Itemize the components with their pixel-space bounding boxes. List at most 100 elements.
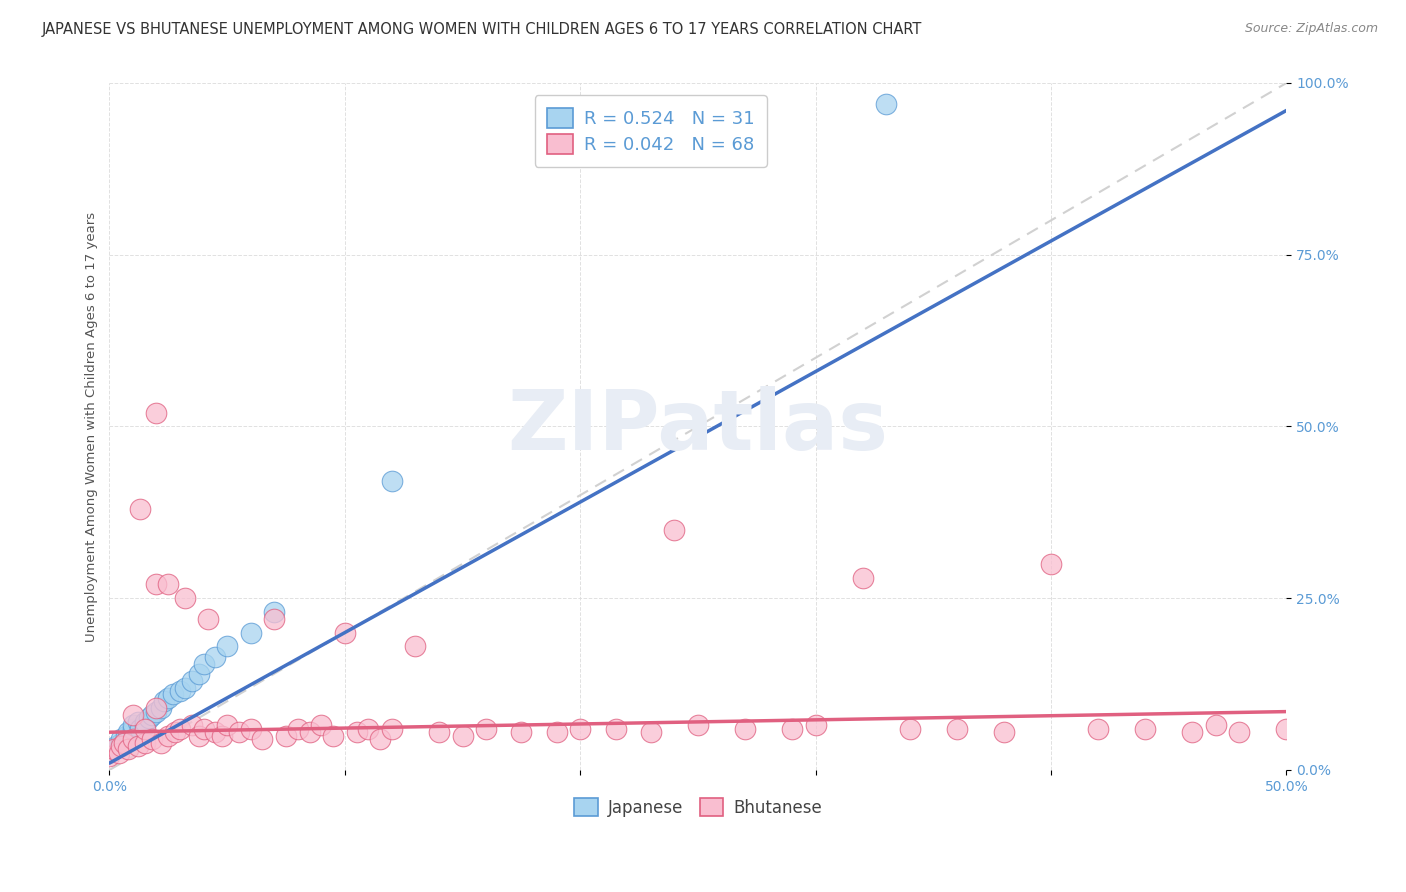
Point	[346, 725, 368, 739]
Point	[875, 96, 897, 111]
Point	[852, 571, 875, 585]
Point	[204, 649, 226, 664]
Point	[451, 729, 474, 743]
Point	[157, 690, 180, 705]
Point	[187, 666, 209, 681]
Point	[993, 725, 1015, 739]
Point	[138, 711, 160, 725]
Point	[381, 722, 404, 736]
Point	[115, 729, 138, 743]
Point	[141, 708, 163, 723]
Point	[117, 742, 139, 756]
Point	[239, 625, 262, 640]
Point	[780, 722, 803, 736]
Point	[141, 732, 163, 747]
Point	[357, 722, 380, 736]
Point	[239, 722, 262, 736]
Point	[427, 725, 450, 739]
Point	[1040, 557, 1063, 571]
Point	[1181, 725, 1204, 739]
Point	[1087, 722, 1109, 736]
Point	[664, 523, 686, 537]
Point	[368, 732, 391, 747]
Point	[404, 640, 426, 654]
Point	[110, 732, 132, 747]
Point	[108, 746, 131, 760]
Point	[122, 732, 145, 747]
Point	[217, 640, 239, 654]
Point	[263, 612, 285, 626]
Point	[98, 749, 121, 764]
Point	[298, 725, 321, 739]
Point	[804, 718, 827, 732]
Point	[686, 718, 709, 732]
Point	[173, 591, 195, 606]
Point	[381, 475, 404, 489]
Text: ZIPatlas: ZIPatlas	[508, 386, 889, 467]
Point	[129, 502, 152, 516]
Point	[287, 722, 309, 736]
Point	[734, 722, 756, 736]
Point	[122, 722, 145, 736]
Point	[263, 605, 285, 619]
Point	[193, 722, 215, 736]
Point	[134, 735, 156, 749]
Point	[169, 722, 191, 736]
Point	[173, 681, 195, 695]
Point	[134, 722, 156, 736]
Point	[605, 722, 627, 736]
Point	[112, 735, 135, 749]
Point	[1229, 725, 1251, 739]
Point	[546, 725, 568, 739]
Point	[187, 729, 209, 743]
Point	[129, 722, 152, 736]
Point	[103, 742, 125, 756]
Point	[169, 684, 191, 698]
Point	[150, 701, 173, 715]
Point	[134, 714, 156, 729]
Point	[228, 725, 250, 739]
Point	[145, 406, 167, 420]
Point	[204, 725, 226, 739]
Point	[180, 673, 202, 688]
Point	[145, 705, 167, 719]
Point	[569, 722, 592, 736]
Point	[122, 708, 145, 723]
Text: Source: ZipAtlas.com: Source: ZipAtlas.com	[1244, 22, 1378, 36]
Point	[157, 577, 180, 591]
Point	[1135, 722, 1157, 736]
Point	[110, 739, 132, 753]
Y-axis label: Unemployment Among Women with Children Ages 6 to 17 years: Unemployment Among Women with Children A…	[86, 211, 98, 641]
Point	[217, 718, 239, 732]
Point	[105, 739, 128, 753]
Point	[475, 722, 498, 736]
Point	[197, 612, 219, 626]
Point	[134, 718, 156, 732]
Point	[1275, 722, 1298, 736]
Point	[274, 729, 297, 743]
Point	[1205, 718, 1227, 732]
Point	[127, 739, 149, 753]
Point	[117, 725, 139, 739]
Point	[640, 725, 662, 739]
Point	[150, 735, 173, 749]
Text: JAPANESE VS BHUTANESE UNEMPLOYMENT AMONG WOMEN WITH CHILDREN AGES 6 TO 17 YEARS : JAPANESE VS BHUTANESE UNEMPLOYMENT AMONG…	[42, 22, 922, 37]
Point	[898, 722, 921, 736]
Point	[162, 687, 184, 701]
Point	[145, 701, 167, 715]
Point	[311, 718, 333, 732]
Legend: Japanese, Bhutanese: Japanese, Bhutanese	[568, 791, 828, 823]
Point	[180, 718, 202, 732]
Point	[193, 657, 215, 671]
Point	[122, 718, 145, 732]
Point	[157, 729, 180, 743]
Point	[103, 742, 125, 756]
Point	[322, 729, 344, 743]
Point	[145, 577, 167, 591]
Point	[946, 722, 969, 736]
Point	[152, 694, 174, 708]
Point	[510, 725, 533, 739]
Point	[211, 729, 233, 743]
Point	[110, 735, 132, 749]
Point	[333, 625, 356, 640]
